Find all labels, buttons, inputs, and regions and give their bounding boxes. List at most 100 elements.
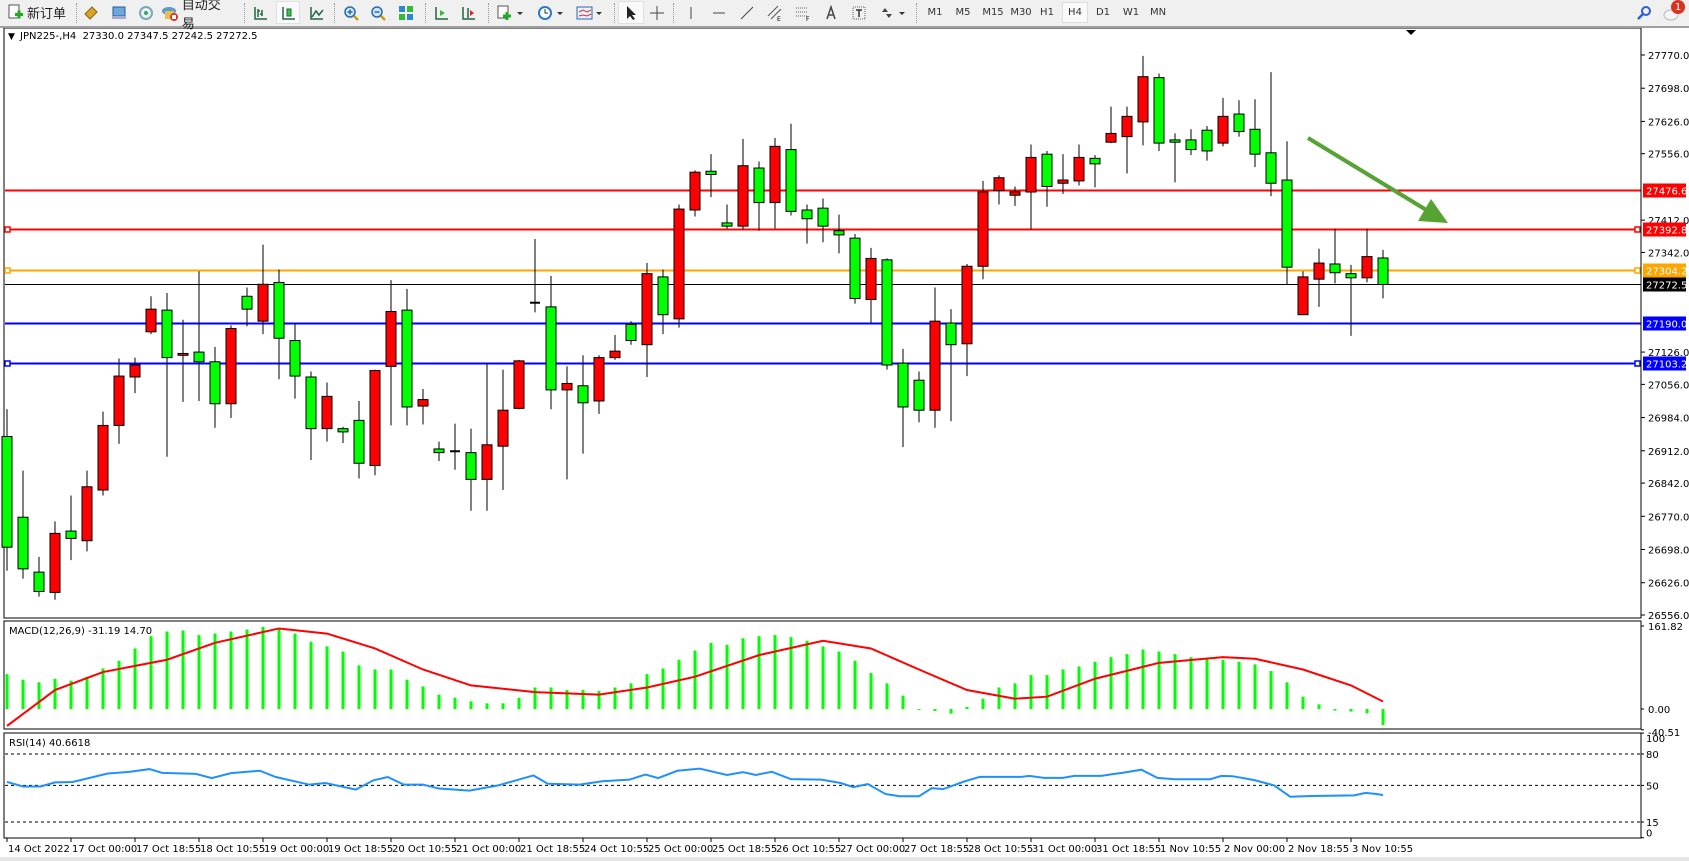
- periods-button[interactable]: [534, 2, 568, 23]
- auto-trading-button[interactable]: 自动交易: [161, 0, 233, 32]
- timeframe-m30[interactable]: M30: [1010, 7, 1032, 18]
- candle-body: [1121, 115, 1133, 138]
- candle-body: [209, 361, 221, 405]
- macd-histogram-bar: [517, 697, 521, 709]
- chart-menu-icon[interactable]: ▼: [8, 32, 15, 42]
- candle-body: [1281, 179, 1293, 268]
- line-handle-left: [4, 226, 11, 233]
- time-tick-label: 20 Oct 10:55: [392, 844, 457, 855]
- equidistant-channel-button[interactable]: E: [764, 2, 786, 23]
- macd-histogram-bar: [501, 703, 505, 709]
- macd-histogram-bar: [1045, 675, 1049, 709]
- trend-arrow-line[interactable]: [1306, 136, 1430, 213]
- candle: [961, 263, 973, 377]
- macd-histogram-bar: [645, 674, 649, 709]
- tile-windows-icon: [399, 5, 413, 20]
- price-tick-label: 26842.0: [1648, 479, 1689, 490]
- timeframe-w1[interactable]: W1: [1122, 7, 1140, 18]
- candle-body: [881, 259, 893, 366]
- bar-chart-button[interactable]: [249, 2, 271, 23]
- candle-body: [1073, 156, 1085, 182]
- candlestick-button[interactable]: [276, 1, 300, 24]
- candle: [1041, 150, 1053, 207]
- timeframe-m1[interactable]: M1: [927, 7, 943, 18]
- candle: [1057, 154, 1069, 194]
- candle-body: [625, 323, 637, 342]
- candle: [705, 154, 717, 198]
- notifications-button[interactable]: 1: [1659, 0, 1685, 23]
- new-chart-button[interactable]: [494, 2, 528, 23]
- cursor-button[interactable]: [618, 1, 644, 24]
- trendline-button[interactable]: [736, 2, 758, 23]
- candle-body: [593, 357, 605, 402]
- candle-body: [817, 207, 829, 227]
- candle-body: [1297, 276, 1309, 316]
- timeframe-mn[interactable]: MN: [1149, 7, 1167, 18]
- toolbar-separator: [673, 3, 676, 23]
- candle: [1, 409, 13, 571]
- candle-body: [833, 230, 845, 236]
- time-tick-label: 25 Oct 18:55: [712, 844, 777, 855]
- candle: [1073, 144, 1085, 186]
- candle: [545, 275, 557, 410]
- tile-windows-button[interactable]: [395, 2, 417, 23]
- candle-body: [1217, 115, 1229, 144]
- navigator-button[interactable]: [108, 2, 130, 23]
- fibonacci-button[interactable]: F: [792, 2, 814, 23]
- macd-panel-frame: [3, 620, 1642, 730]
- macd-histogram-bar: [69, 680, 73, 709]
- macd-histogram-bar: [37, 682, 41, 709]
- autoscroll-button[interactable]: [430, 2, 452, 23]
- macd-histogram-bar: [373, 669, 377, 709]
- candle: [209, 347, 221, 428]
- horizontal-line-button[interactable]: [708, 2, 730, 23]
- candle: [1329, 228, 1341, 284]
- macd-histogram-bar: [325, 646, 329, 709]
- text-button[interactable]: [820, 2, 842, 23]
- macd-histogram-bar: [149, 636, 153, 709]
- chart-shift-button[interactable]: [457, 2, 479, 23]
- macd-histogram-bar: [53, 678, 57, 709]
- candle: [177, 319, 189, 402]
- timeframe-h4[interactable]: H4: [1062, 2, 1088, 23]
- signals-button[interactable]: [135, 2, 157, 23]
- timeframe-d1[interactable]: D1: [1095, 7, 1111, 18]
- vertical-line-button[interactable]: [680, 2, 702, 23]
- price-level-badge: [1643, 222, 1686, 237]
- line-chart-button[interactable]: [305, 2, 327, 23]
- macd-histogram-bar: [997, 687, 1001, 709]
- timeframe-m15[interactable]: M15: [982, 7, 1004, 18]
- candle-body: [1201, 129, 1213, 152]
- price-level-label: 27476.6: [1646, 187, 1687, 198]
- time-tick-label: 3 Nov 10:55: [1352, 844, 1413, 855]
- candle-body: [577, 385, 589, 404]
- trend-arrow[interactable]: [1306, 136, 1448, 223]
- zoom-out-button[interactable]: [367, 2, 389, 23]
- search-button[interactable]: [1634, 2, 1654, 23]
- timeframe-m5[interactable]: M5: [955, 7, 971, 18]
- candle-body: [1105, 132, 1117, 143]
- zoom-in-button[interactable]: [340, 2, 362, 23]
- time-tick-label: 1 Nov 10:55: [1160, 844, 1221, 855]
- price-tick-label: 27770.0: [1648, 51, 1689, 62]
- candle: [17, 470, 29, 579]
- candle: [1249, 99, 1261, 168]
- indicators-button[interactable]: [573, 2, 607, 23]
- macd-histogram-bar: [789, 637, 793, 709]
- candle-body: [801, 209, 813, 220]
- candle: [33, 556, 45, 597]
- candle: [1233, 100, 1245, 137]
- macd-histogram-bar: [917, 709, 921, 711]
- timeframe-h1[interactable]: H1: [1040, 7, 1054, 18]
- candle: [721, 204, 733, 229]
- new-order-button[interactable]: 新订单: [4, 2, 70, 23]
- time-tick-label: 27 Oct 00:00: [840, 844, 905, 855]
- text-label-button[interactable]: [848, 2, 870, 23]
- price-level-badge: [1643, 263, 1686, 278]
- arrows-button[interactable]: [876, 2, 910, 23]
- crosshair-button[interactable]: [646, 2, 668, 23]
- chart-shift-marker-icon[interactable]: [1406, 30, 1416, 35]
- market-watch-button[interactable]: [80, 2, 102, 23]
- rsi-tick-label: 80: [1646, 750, 1659, 761]
